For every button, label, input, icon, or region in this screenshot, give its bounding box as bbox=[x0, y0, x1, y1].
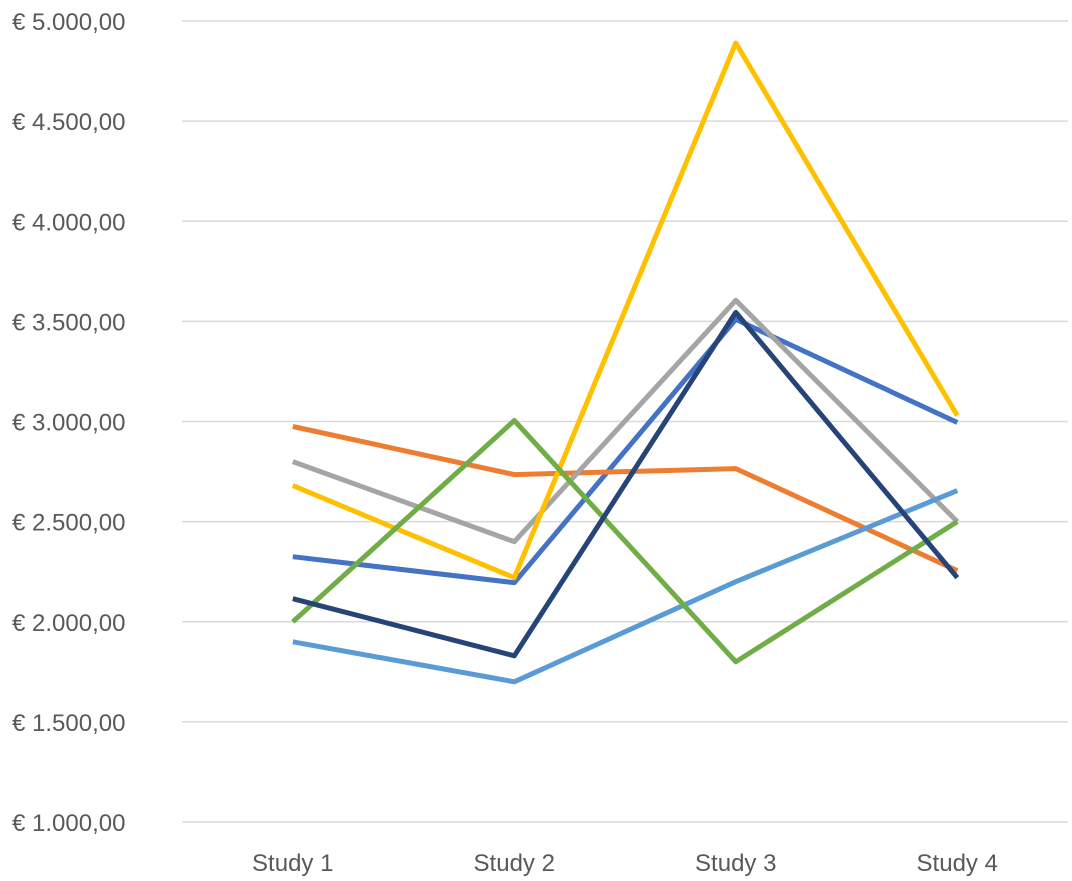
series-line-4 bbox=[291, 40, 960, 581]
series-line-1 bbox=[292, 316, 959, 586]
y-tick-label: € 5.000,00 bbox=[12, 9, 125, 36]
y-axis-tick-labels: € 1.000,00 € 1.500,00 € 2.000,00 € 2.500,00… bbox=[12, 9, 125, 837]
x-axis-tick-labels: Study 1 Study 2 Study 3 Study 4 bbox=[252, 850, 998, 877]
series-line-2 bbox=[292, 424, 959, 573]
series-lines bbox=[291, 40, 960, 685]
series-line-7 bbox=[292, 309, 960, 659]
y-tick-label: € 2.500,00 bbox=[12, 510, 125, 537]
x-tick-label: Study 2 bbox=[474, 850, 555, 877]
series-line-5 bbox=[292, 488, 959, 685]
series-line-6 bbox=[291, 418, 959, 665]
y-tick-label: € 1.500,00 bbox=[12, 710, 125, 737]
x-tick-label: Study 4 bbox=[917, 850, 998, 877]
x-tick-label: Study 1 bbox=[252, 850, 333, 877]
y-tick-label: € 1.000,00 bbox=[12, 810, 125, 837]
y-tick-label: € 4.500,00 bbox=[12, 109, 125, 136]
series-line-3 bbox=[291, 297, 960, 545]
y-tick-label: € 3.000,00 bbox=[12, 410, 125, 437]
y-tick-label: € 3.500,00 bbox=[12, 309, 125, 336]
x-tick-label: Study 3 bbox=[695, 850, 776, 877]
y-tick-label: € 2.000,00 bbox=[12, 610, 125, 637]
y-tick-label: € 4.000,00 bbox=[12, 209, 125, 236]
